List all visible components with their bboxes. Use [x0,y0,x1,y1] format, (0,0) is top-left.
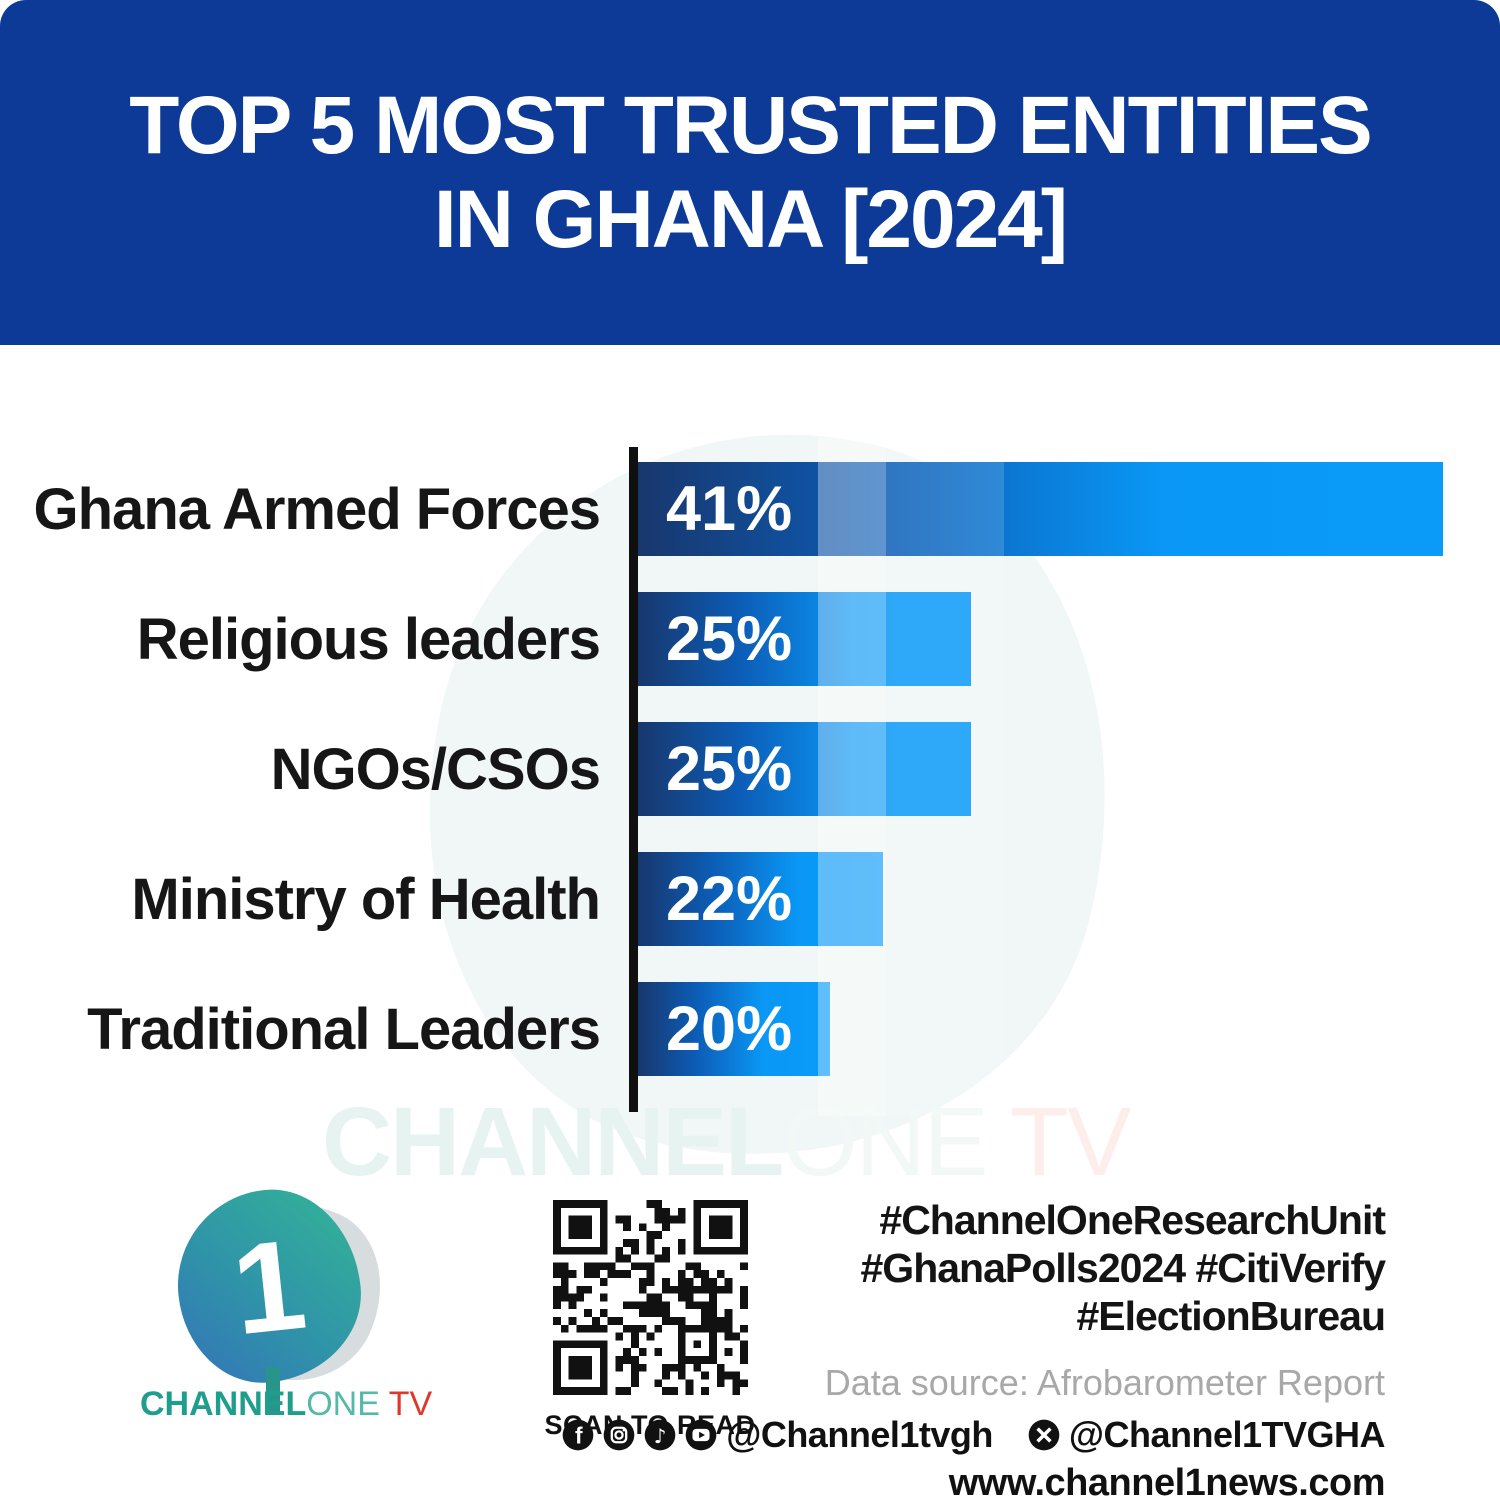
logo-numeral-stem [266,1367,280,1415]
logo-wordmark: CHANNELONE TV [140,1385,432,1424]
youtube-icon [685,1419,717,1451]
bar: 41% [638,462,1443,556]
hashtag-line-2: #GhanaPolls2024 #CitiVerify [860,1245,1387,1291]
social-handle-x: @Channel1TVGHA [1068,1414,1386,1455]
qr-block: SCAN TO READ [540,1200,760,1441]
logo-numeral: 1 [226,1212,313,1363]
bar: 25% [638,722,971,816]
svg-text:f: f [575,1423,583,1449]
bar: 20% [638,982,830,1076]
instagram-icon [603,1419,635,1451]
page-title-line1: TOP 5 MOST TRUSTED ENTITIES [129,79,1372,171]
facebook-icon: f [562,1419,594,1451]
watermark-tv: TV [986,1087,1132,1196]
channel-one-logo: 1 CHANNELONE TV [140,1176,432,1435]
bar-value-label: 25% [666,734,793,804]
social-handle-main: @Channel1tvgh [726,1414,993,1455]
category-label: Ghana Armed Forces [33,476,601,542]
logo-wordmark-tv: TV [379,1385,433,1423]
header-band: TOP 5 MOST TRUSTED ENTITIES IN GHANA [20… [0,0,1500,345]
y-axis-line [629,447,638,1112]
category-label: Religious leaders [136,606,601,672]
bar: 25% [638,592,971,686]
tiktok-icon: ♪ [644,1419,676,1451]
social-row: f ♪ @Channel1tvgh @Channel1TVGHA [562,1414,1386,1456]
bar: 22% [638,852,883,946]
logo-wordmark-one: ONE [306,1385,380,1423]
watermark-wordmark: CHANNELONE TV [322,1086,1132,1198]
bar-value-label: 22% [666,864,793,934]
category-label: Ministry of Health [131,866,601,932]
footer-right-column: #ChannelOneResearchUnit #GhanaPolls2024 … [562,1196,1387,1500]
x-icon [1028,1419,1060,1451]
logo-wordmark-channel: CHANNEL [140,1385,307,1423]
category-label: Traditional Leaders [87,996,601,1062]
bar-value-label: 41% [666,474,793,544]
website-url: www.channel1news.com [948,1462,1386,1500]
bar-value-label: 20% [666,994,793,1064]
watermark-channel: CHANNEL [322,1087,784,1196]
bar-value-label: 25% [666,604,793,674]
hashtag-line-1: #ChannelOneResearchUnit [879,1197,1386,1243]
svg-text:♪: ♪ [654,1424,667,1448]
page-title-line2: IN GHANA [2024] [433,173,1068,265]
hashtag-line-3: #ElectionBureau [1076,1293,1386,1339]
data-source-note: Data source: Afrobarometer Report [824,1362,1385,1403]
watermark-one: ONE [782,1087,988,1196]
category-label: NGOs/CSOs [270,736,601,802]
qr-code [552,1200,748,1395]
